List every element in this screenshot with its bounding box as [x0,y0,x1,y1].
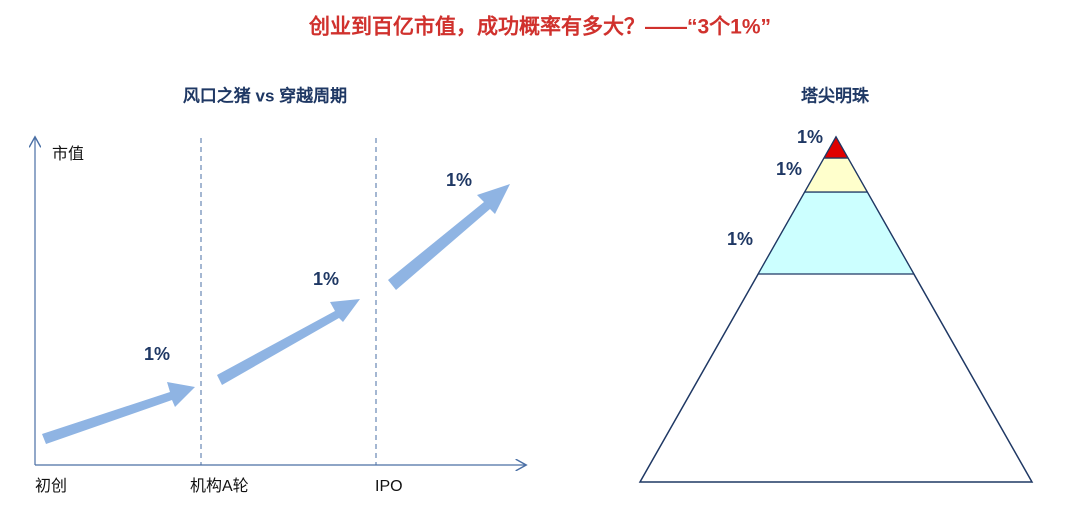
panel-title: 塔尖明珠 [801,85,870,105]
arrow [388,184,510,290]
arrow [42,382,195,444]
tier [803,157,869,193]
tier-label: 1% [776,159,802,179]
tier [757,191,915,275]
stage-label: 初创 [35,477,67,495]
pyramid [638,135,1034,483]
slide-title: 创业到百亿市值，成功概率有多大？——“3个1%” [308,15,771,39]
stage-label: IPO [375,478,403,495]
arrow [217,299,360,385]
arrow-label: 1% [313,269,339,289]
stage-label: 机构A轮 [190,477,249,495]
growth-arrows [42,184,510,444]
y-axis-label: 市值 [52,145,84,163]
panel-title: 风口之猪 vs 穿越周期 [183,85,347,105]
tier [823,135,849,159]
arrow-label: 1% [144,344,170,364]
tier-label: 1% [797,127,823,147]
tier-label: 1% [727,229,753,249]
arrow-label: 1% [446,170,472,190]
